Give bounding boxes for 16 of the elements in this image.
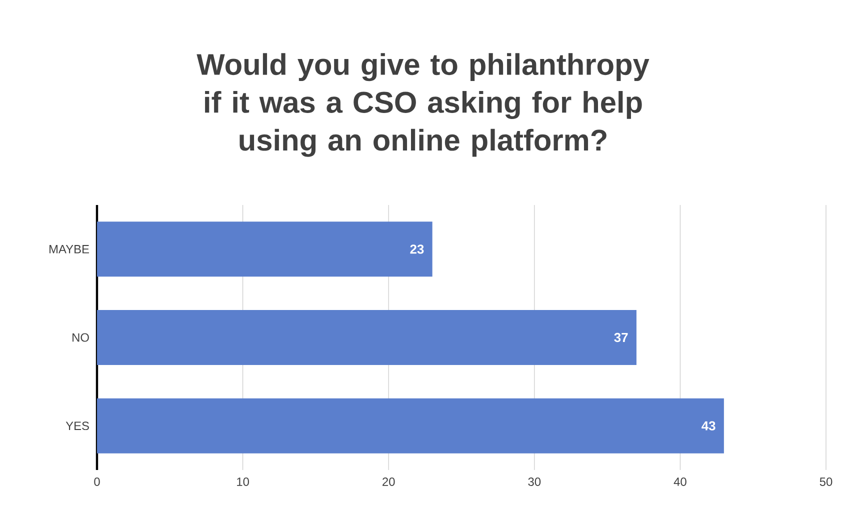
data-label: 43 xyxy=(702,421,716,430)
x-tick-label: 50 xyxy=(820,478,832,486)
bar xyxy=(97,222,432,277)
data-label: 37 xyxy=(614,332,628,342)
y-tick-label: MAYBE xyxy=(50,245,89,254)
x-tick-label: 40 xyxy=(674,478,686,486)
x-tick-label: 30 xyxy=(528,478,541,486)
x-tick-label: 10 xyxy=(237,478,249,486)
bar xyxy=(97,310,636,365)
y-tick-label: NO xyxy=(72,333,89,342)
y-tick-label: YES xyxy=(66,422,89,430)
x-tick-label: 0 xyxy=(94,478,100,486)
x-tick-label: 20 xyxy=(382,478,395,486)
bar xyxy=(97,398,724,454)
data-label: 23 xyxy=(410,244,424,254)
chart-title: Would you give to philanthropy if it was a CSO asking for help using an online platform? xyxy=(196,53,650,157)
